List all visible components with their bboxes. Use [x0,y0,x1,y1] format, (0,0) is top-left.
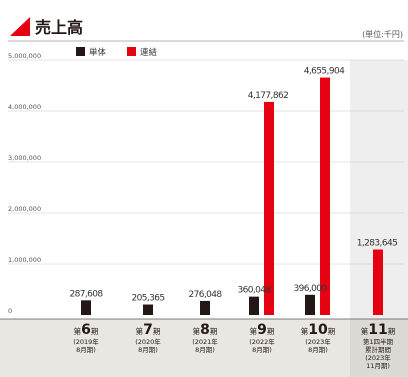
bars [81,77,383,316]
bar-standalone [305,294,315,315]
bar-consolidated [320,77,330,316]
x-tick-sublabel: (2021年 [192,337,218,346]
x-tick-label: 第7期 [136,322,161,338]
x-tick-label: 第8期 [193,322,218,338]
data-label: 1,283,645 [357,239,397,249]
bar-consolidated [264,101,274,315]
data-label: 205,365 [131,294,164,304]
x-axis-labels: 第6期(2019年8月期)第7期(2020年8月期)第8期(2021年8月期)第… [73,322,395,370]
bar-standalone [81,300,91,315]
chart-header: 売上高 (単位:千円) [10,17,403,39]
gridlines [8,59,404,265]
category-axis-band [0,319,350,377]
y-tick-label: 1,000,000 [8,256,41,264]
bar-standalone [200,300,210,315]
data-label: 276,048 [188,290,222,300]
x-tick-sublabel: 8月期) [252,346,272,354]
bar-standalone [143,304,153,315]
chart-title: 売上高 [35,18,83,37]
category-axis-band-current [350,319,408,377]
x-tick-sublabel: 11月期) [366,362,390,370]
x-tick-sublabel: 8月期) [195,346,215,354]
x-tick-label: 第11期 [361,322,395,338]
x-tick-label: 第9期 [250,322,275,338]
x-tick-label: 第10期 [301,322,335,338]
legend-swatch-standalone [76,47,85,56]
y-tick-label: 4,000,000 [8,103,41,111]
x-tick-sublabel: 累計期間 [365,345,391,354]
data-label: 360,048 [237,286,271,296]
x-tick-sublabel: 第1四半期 [363,337,394,346]
legend: 単体 連結 [76,47,158,58]
data-label: 396,000 [293,284,327,294]
y-tick-label: 3,000,000 [8,154,41,162]
y-tick-label: 2,000,000 [8,205,41,213]
x-tick-sublabel: 8月期) [76,346,96,354]
bar-consolidated [373,249,383,315]
x-tick-sublabel: (2023年 [305,337,331,346]
x-tick-sublabel: (2019年 [73,337,99,346]
y-tick-label: 5,000,000 [8,52,41,60]
x-tick-label: 第6期 [74,322,99,338]
data-label: 4,177,862 [248,91,288,101]
data-label: 4,655,904 [304,67,345,77]
data-labels: 287,608 205,365 276,048 360,048 396,000 4,177… [69,67,397,304]
data-label: 287,608 [69,289,103,299]
y-axis-ticks: 0 1,000,000 2,000,000 3,000,000 4,000,000 5,0… [8,52,41,315]
x-tick-sublabel: (2020年 [135,337,161,346]
title-accent-triangle [10,17,30,36]
bar-standalone [249,296,259,315]
unit-label: (単位:千円) [362,29,403,39]
x-tick-sublabel: (2023年 [365,353,391,362]
x-tick-sublabel: 8月期) [138,346,158,354]
legend-swatch-consolidated [127,47,136,56]
y-tick-label: 0 [8,307,12,315]
x-tick-sublabel: (2022年 [249,337,275,346]
legend-label-standalone: 単体 [89,47,107,58]
x-tick-sublabel: 8月期) [308,346,328,354]
legend-label-consolidated: 連結 [140,47,158,58]
